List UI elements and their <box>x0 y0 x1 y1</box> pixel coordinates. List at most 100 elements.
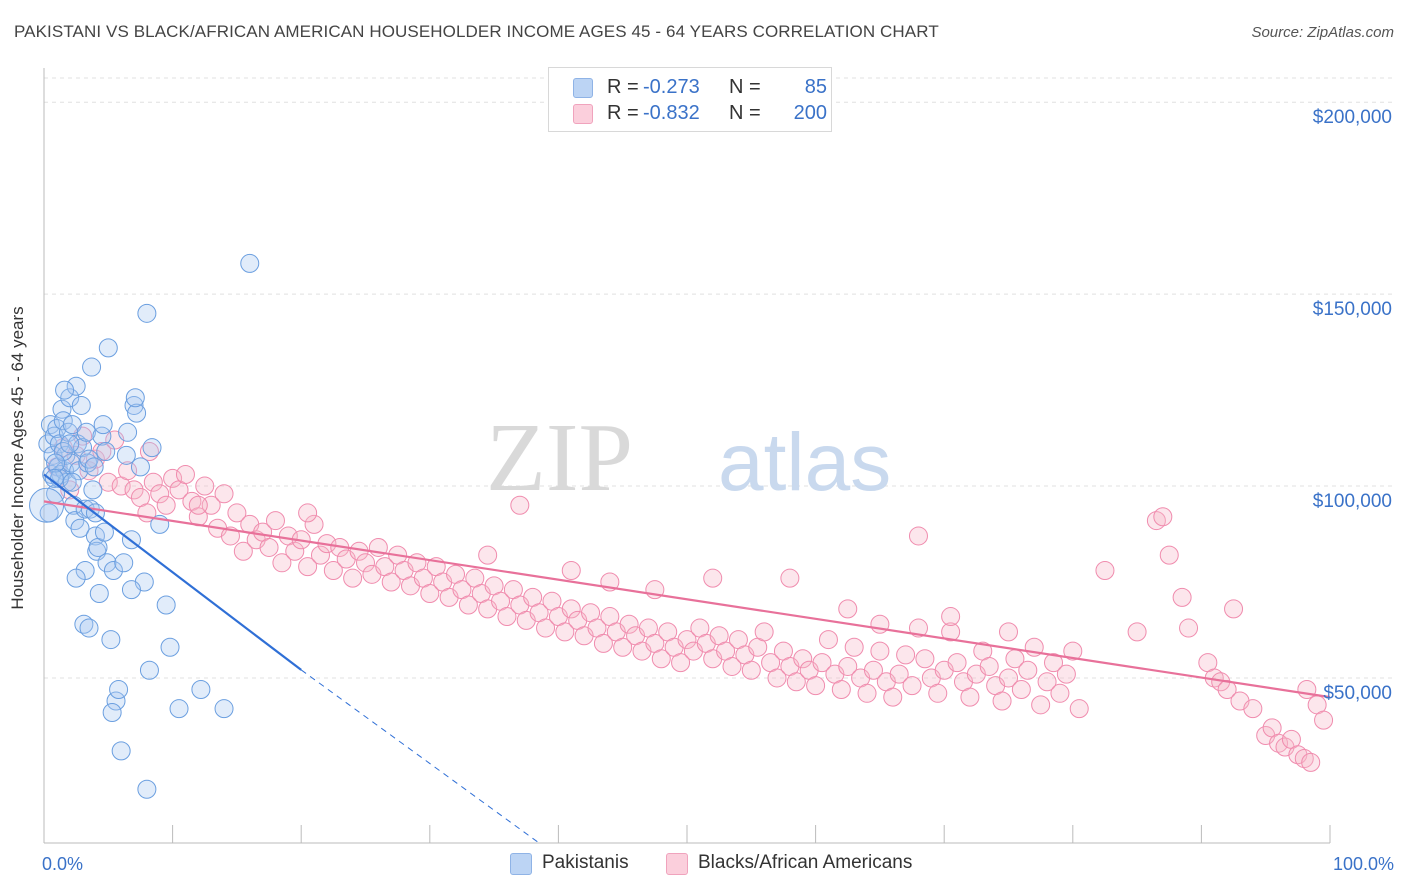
data-point-blacks <box>992 691 1012 711</box>
data-point-blacks <box>356 553 375 573</box>
data-point-pakistanis <box>156 595 176 615</box>
data-point-blacks <box>298 557 318 577</box>
data-point-pakistanis <box>60 434 80 454</box>
data-point-pakistanis <box>38 434 58 454</box>
data-point-blacks <box>947 653 967 673</box>
data-point-pakistanis <box>53 442 73 461</box>
data-point-blacks <box>941 622 961 642</box>
data-point-pakistanis <box>44 468 64 488</box>
data-point-blacks <box>188 495 208 515</box>
data-point-pakistanis <box>55 380 75 400</box>
data-point-blacks <box>1031 695 1051 715</box>
trend-line-pakistanis <box>43 473 302 671</box>
data-point-blacks <box>227 503 247 523</box>
series-legend: Pakistanis Blacks/African Americans <box>0 852 1406 878</box>
data-point-blacks <box>593 633 613 653</box>
legend-swatch-pink <box>573 104 593 124</box>
data-point-pakistanis <box>109 679 129 699</box>
data-point-blacks <box>941 607 961 627</box>
data-point-blacks <box>979 656 999 676</box>
trend-lines <box>43 473 1331 844</box>
data-point-blacks <box>175 465 195 485</box>
watermark: ZIP atlas <box>486 404 891 512</box>
data-point-blacks <box>156 495 176 515</box>
data-point-blacks <box>1127 622 1147 642</box>
data-point-pakistanis <box>106 691 126 711</box>
data-point-pakistanis <box>73 438 93 458</box>
data-point-blacks <box>896 645 916 665</box>
data-point-blacks <box>1153 507 1173 527</box>
data-point-pakistanis <box>84 457 104 477</box>
data-point-pakistanis <box>47 418 67 438</box>
legend-r-value: -0.832 <box>643 102 700 124</box>
data-point-blacks <box>780 568 800 588</box>
data-point-blacks <box>844 637 864 657</box>
data-point-blacks <box>510 495 530 515</box>
data-point-blacks <box>458 595 478 615</box>
data-point-blacks <box>381 572 401 592</box>
legend-n-value: 200 <box>793 102 827 124</box>
series-blacks-african-americans <box>47 426 1334 772</box>
data-point-blacks <box>536 618 556 638</box>
data-point-pakistanis <box>127 403 147 423</box>
data-point-blacks <box>793 649 813 669</box>
data-point-pakistanis <box>103 560 123 580</box>
data-point-blacks <box>722 656 742 676</box>
data-point-pakistanis <box>83 480 103 500</box>
data-point-pakistanis <box>102 703 122 722</box>
data-point-pakistanis <box>82 357 102 377</box>
data-point-pakistanis <box>62 472 82 492</box>
correlation-legend: R = -0.273 N = 85 R = -0.832 N = 200 <box>548 67 832 132</box>
data-point-blacks <box>1063 641 1083 661</box>
data-point-blacks <box>806 676 826 696</box>
data-point-blacks <box>1018 660 1038 680</box>
data-point-blacks <box>908 526 928 546</box>
data-point-blacks <box>677 630 697 650</box>
x-tick-label-min: 0.0% <box>42 854 84 874</box>
data-point-blacks <box>1011 679 1031 699</box>
data-point-pakistanis <box>66 376 86 396</box>
data-point-blacks <box>857 683 877 703</box>
data-point-blacks <box>786 672 806 692</box>
legend-swatch-blue <box>510 853 532 875</box>
y-axis-label: Householder Income Ages 45 - 64 years <box>8 306 27 610</box>
data-point-blacks <box>497 607 517 627</box>
data-point-blacks <box>999 668 1018 688</box>
data-point-blacks <box>1095 560 1115 580</box>
data-point-blacks <box>883 687 903 707</box>
data-point-blacks <box>143 472 163 492</box>
data-point-blacks <box>999 622 1018 642</box>
data-point-blacks <box>831 679 851 699</box>
data-point-pakistanis <box>66 568 86 588</box>
data-point-pakistanis <box>139 660 159 680</box>
data-point-blacks <box>1297 679 1317 699</box>
watermark-zip: ZIP <box>486 404 633 512</box>
data-point-blacks <box>310 545 330 565</box>
data-point-pakistanis <box>214 699 234 719</box>
axes <box>43 68 1331 844</box>
legend-label: Pakistanis <box>542 852 629 873</box>
data-point-pakistanis <box>101 630 121 650</box>
data-point-pakistanis <box>114 553 134 573</box>
legend-n-label: N = <box>729 102 761 124</box>
data-point-pakistanis <box>61 453 81 473</box>
trend-line-pakistanis-extrapolated <box>300 669 540 844</box>
data-point-blacks <box>1044 653 1064 673</box>
data-point-pakistanis <box>71 395 91 415</box>
data-point-pakistanis-large <box>29 487 65 523</box>
source-label: Source: ZipAtlas.com <box>1251 24 1394 41</box>
data-point-blacks <box>671 653 691 673</box>
watermark-atlas: atlas <box>718 417 891 508</box>
legend-swatch-blue <box>573 78 593 98</box>
data-point-pakistanis <box>96 442 116 461</box>
data-point-blacks <box>420 584 440 604</box>
data-point-pakistanis <box>74 614 94 634</box>
data-point-blacks <box>902 676 922 696</box>
data-point-blacks <box>163 468 183 488</box>
data-point-blacks <box>1056 664 1076 684</box>
data-point-pakistanis <box>130 457 150 477</box>
x-tick-label-max: 100.0% <box>1332 854 1394 874</box>
legend-n-label: N = <box>729 76 761 98</box>
data-point-pakistanis <box>240 253 260 273</box>
